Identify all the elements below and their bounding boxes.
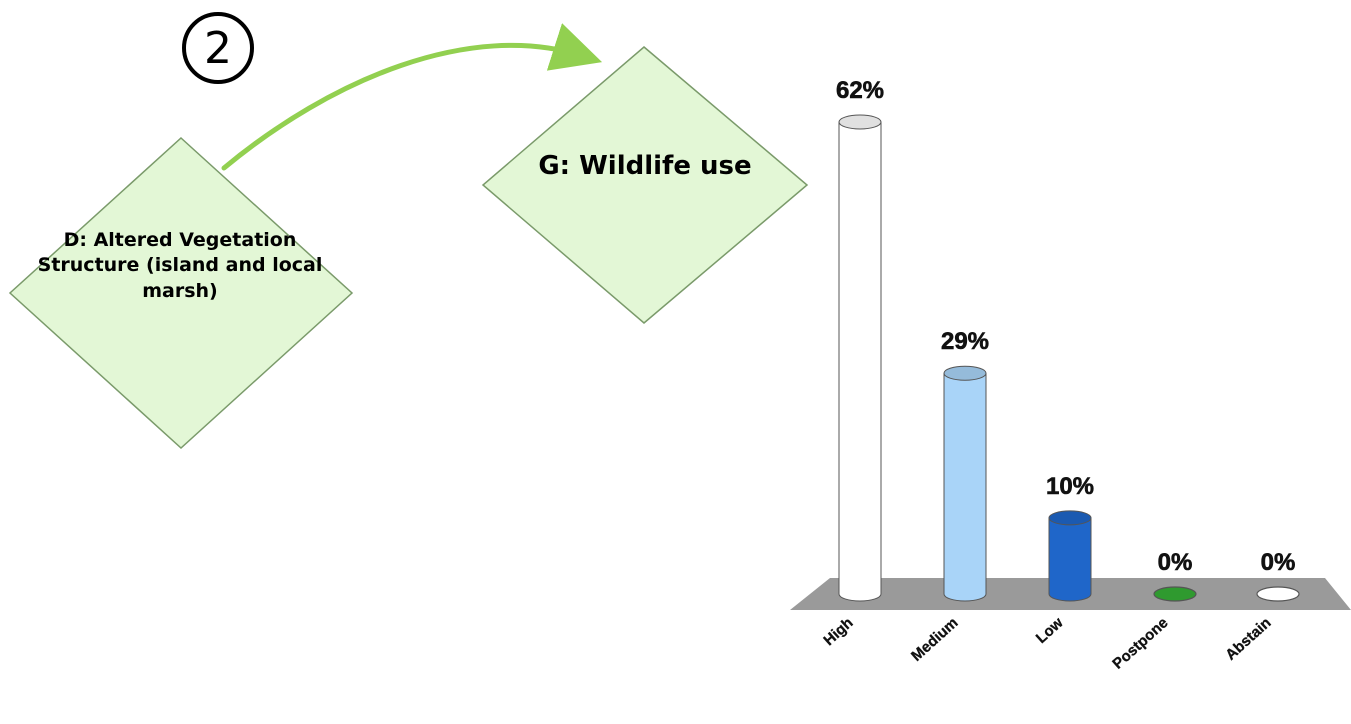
value-label-postpone: 0%: [1158, 549, 1193, 576]
category-label-low: Low: [1033, 614, 1067, 647]
bar-postpone: [1153, 586, 1197, 602]
category-label-abstain: Abstain: [1222, 614, 1274, 663]
node-d-label: D: Altered Vegetation Structure (island …: [37, 229, 323, 302]
category-label-high: High: [820, 614, 856, 649]
node-g-label: G: Wildlife use: [538, 151, 752, 181]
category-label-medium: Medium: [908, 614, 961, 665]
bar-abstain: [1256, 586, 1300, 602]
step-number-badge: 2: [182, 12, 254, 84]
value-label-low: 10%: [1046, 473, 1094, 500]
node-g-diamond: [481, 46, 809, 324]
value-label-high: 62%: [836, 77, 884, 104]
bar-medium: [943, 365, 987, 602]
bar-high: [838, 114, 882, 602]
node-d-diamond: [8, 136, 354, 450]
bar-low: [1048, 510, 1092, 602]
connector-arrow: [221, 23, 603, 171]
value-label-abstain: 0%: [1261, 549, 1296, 576]
category-label-postpone: Postpone: [1109, 614, 1171, 672]
value-label-medium: 29%: [941, 328, 989, 355]
